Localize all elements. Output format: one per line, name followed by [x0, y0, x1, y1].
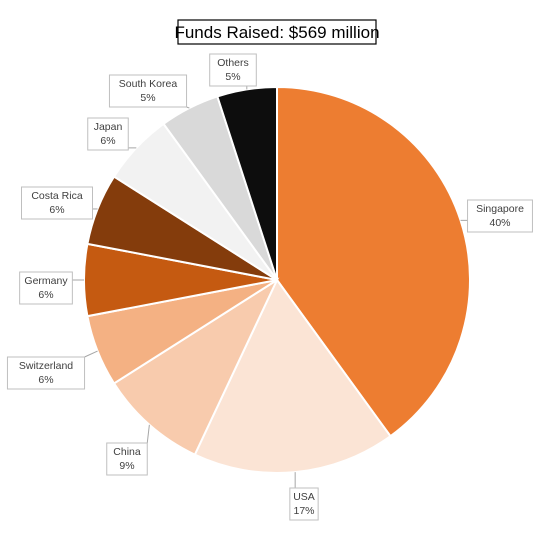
leader-line — [84, 350, 98, 358]
data-label-box — [209, 53, 257, 87]
data-label-box — [106, 442, 148, 476]
pie-slice-others — [216, 85, 278, 281]
data-label-box — [21, 186, 93, 220]
data-label-china: China 9% — [106, 442, 148, 476]
data-label-name: Switzerland — [19, 360, 73, 372]
data-label-box — [87, 117, 129, 151]
data-label-percent: 5% — [140, 92, 155, 104]
data-label-percent: 9% — [119, 460, 134, 472]
chart-title-text: Funds Raised: $569 million — [174, 23, 379, 42]
data-label-box — [108, 74, 188, 108]
data-label-percent: 6% — [38, 374, 53, 386]
data-label-south-korea: South Korea 5% — [108, 74, 188, 108]
chart-title-box — [177, 19, 377, 45]
data-label-costa-rica: Costa Rica 6% — [21, 186, 93, 220]
data-label-percent: 5% — [225, 71, 240, 83]
data-label-name: China — [113, 446, 141, 458]
chart-title: Funds Raised: $569 million — [174, 19, 380, 45]
data-labels: Singapore40%USA17%China9%Switzerland6%Ge… — [6, 53, 533, 521]
data-label-box — [289, 487, 319, 521]
data-label-name: Germany — [24, 275, 68, 287]
data-label-box — [467, 199, 533, 233]
data-label-name: Others — [217, 57, 249, 69]
data-label-name: Costa Rica — [31, 190, 83, 202]
data-label-percent: 17% — [293, 505, 314, 517]
data-label-japan: Japan 6% — [87, 117, 129, 151]
data-label-germany: Germany 6% — [19, 271, 73, 305]
data-label-usa: USA 17% — [289, 487, 319, 521]
data-label-percent: 6% — [49, 204, 64, 216]
data-label-switzerland: Switzerland 6% — [6, 356, 86, 390]
pie-slices — [83, 85, 471, 474]
leader-line — [146, 424, 150, 444]
data-label-name: Japan — [94, 121, 123, 133]
data-label-singapore: Singapore 40% — [467, 199, 533, 233]
data-label-name: South Korea — [119, 78, 178, 90]
data-label-others: Others 5% — [209, 53, 257, 87]
data-label-name: USA — [293, 491, 315, 503]
data-label-percent: 6% — [38, 289, 53, 301]
data-label-percent: 6% — [100, 135, 115, 147]
data-label-name: Singapore — [476, 203, 524, 215]
data-label-box — [6, 356, 86, 390]
data-label-percent: 40% — [489, 217, 510, 229]
data-label-box — [19, 271, 73, 305]
